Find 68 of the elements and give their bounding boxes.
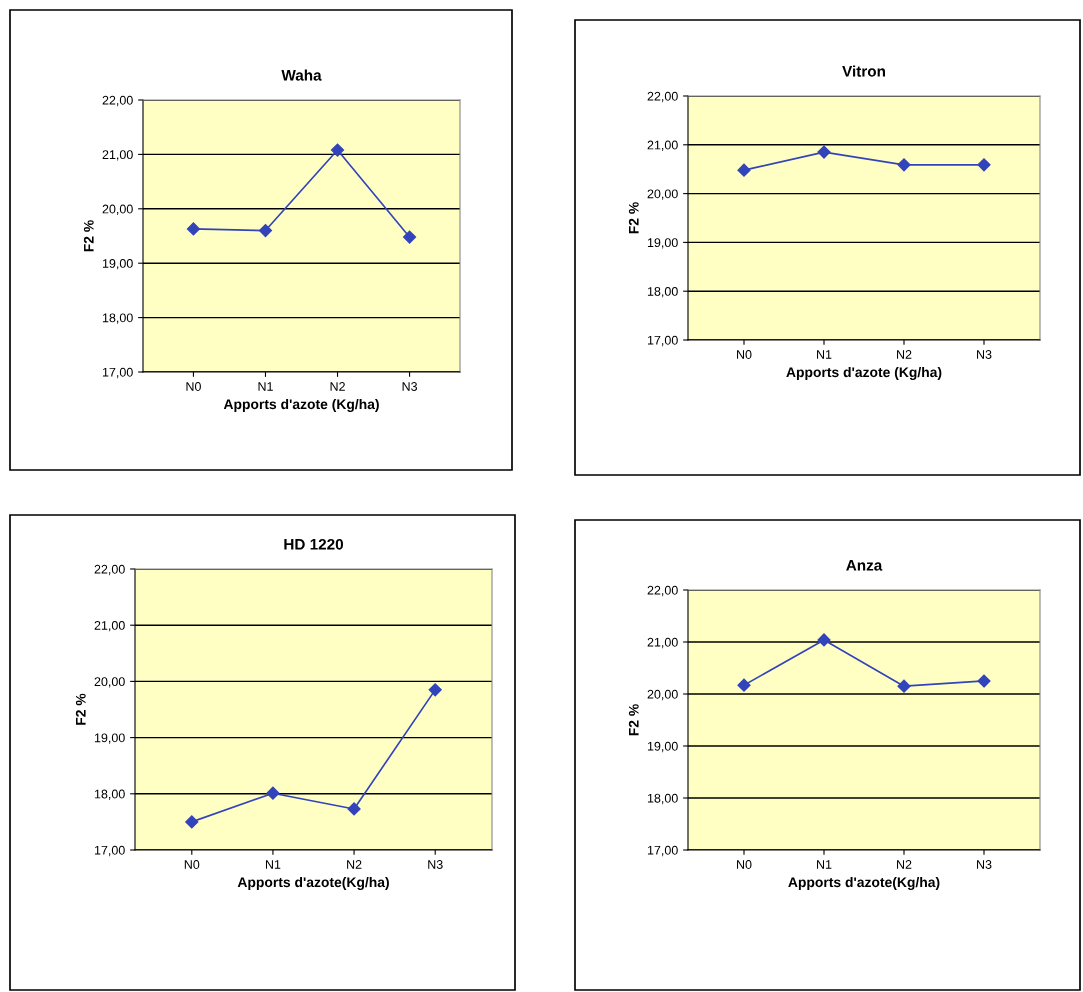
y-tick-label: 19,00 xyxy=(647,741,678,753)
point xyxy=(817,633,831,647)
y-tick-label: 21,00 xyxy=(94,621,125,632)
chart-title: Anza xyxy=(846,560,883,571)
x-tick-label: N2 xyxy=(897,350,912,359)
y-tick-label: 22,00 xyxy=(94,564,125,576)
x-axis-title: Apports d'azote (Kg/ha) xyxy=(223,398,379,412)
y-tick-label: 20,00 xyxy=(647,189,678,200)
y-tick-label: 21,00 xyxy=(647,637,678,649)
y-tick-label: 17,00 xyxy=(647,845,678,857)
y-tick-label: 20,00 xyxy=(94,677,125,688)
x-tick-label: N3 xyxy=(977,860,992,869)
y-tick-label: 18,00 xyxy=(102,313,133,324)
x-axis-title: Apports d'azote(Kg/ha) xyxy=(237,876,389,890)
x-tick-label: N3 xyxy=(402,382,418,391)
point xyxy=(347,802,361,816)
x-tick-label: N0 xyxy=(737,350,752,359)
point xyxy=(897,158,911,172)
chart-title: HD 1220 xyxy=(284,538,344,550)
point xyxy=(258,223,273,238)
point xyxy=(897,679,911,693)
x-tick-label: N3 xyxy=(977,350,992,359)
y-tick-label: 22,00 xyxy=(647,585,678,597)
y-tick-label: 18,00 xyxy=(94,789,125,800)
point xyxy=(817,145,831,159)
point xyxy=(402,230,417,244)
y-axis-title: F2 % xyxy=(628,704,639,736)
x-tick-label: N0 xyxy=(186,382,201,391)
point xyxy=(737,678,751,692)
x-tick-label: N0 xyxy=(737,860,752,869)
x-tick-label: N1 xyxy=(817,860,832,869)
x-tick-label: N3 xyxy=(428,860,443,869)
x-tick-label: N1 xyxy=(265,860,281,869)
y-tick-label: 18,00 xyxy=(647,793,678,805)
point xyxy=(977,158,991,172)
point xyxy=(186,222,201,236)
x-tick-label: N2 xyxy=(897,860,912,869)
x-tick-label: N1 xyxy=(817,350,832,359)
y-axis-title: F2 % xyxy=(75,693,86,725)
point xyxy=(428,683,442,697)
point xyxy=(330,143,345,157)
y-tick-label: 19,00 xyxy=(647,238,678,249)
y-axis-title: F2 % xyxy=(83,220,94,252)
y-tick-label: 20,00 xyxy=(102,204,133,215)
y-tick-label: 17,00 xyxy=(102,367,133,379)
point xyxy=(185,815,199,829)
y-tick-label: 22,00 xyxy=(647,91,678,103)
y-tick-label: 22,00 xyxy=(102,95,133,107)
point xyxy=(266,786,280,800)
y-tick-label: 17,00 xyxy=(94,845,125,857)
x-axis-title: Apports d'azote (Kg/ha) xyxy=(786,366,942,380)
y-tick-label: 21,00 xyxy=(647,140,678,151)
y-tick-label: 19,00 xyxy=(94,733,125,744)
chart-title: Waha xyxy=(281,69,322,81)
y-axis-title: F2 % xyxy=(628,202,639,234)
chart-title: Vitron xyxy=(842,65,885,77)
point xyxy=(977,674,991,688)
y-tick-label: 17,00 xyxy=(647,335,678,347)
x-axis-title: Apports d'azote(Kg/ha) xyxy=(788,876,940,890)
y-tick-label: 21,00 xyxy=(102,150,133,161)
y-tick-label: 18,00 xyxy=(647,287,678,298)
y-tick-label: 19,00 xyxy=(102,259,133,270)
point xyxy=(737,163,751,177)
x-tick-label: N0 xyxy=(184,860,200,869)
x-tick-label: N1 xyxy=(258,382,273,391)
x-tick-label: N2 xyxy=(330,382,345,391)
x-tick-label: N2 xyxy=(347,860,362,869)
y-tick-label: 20,00 xyxy=(647,689,678,701)
